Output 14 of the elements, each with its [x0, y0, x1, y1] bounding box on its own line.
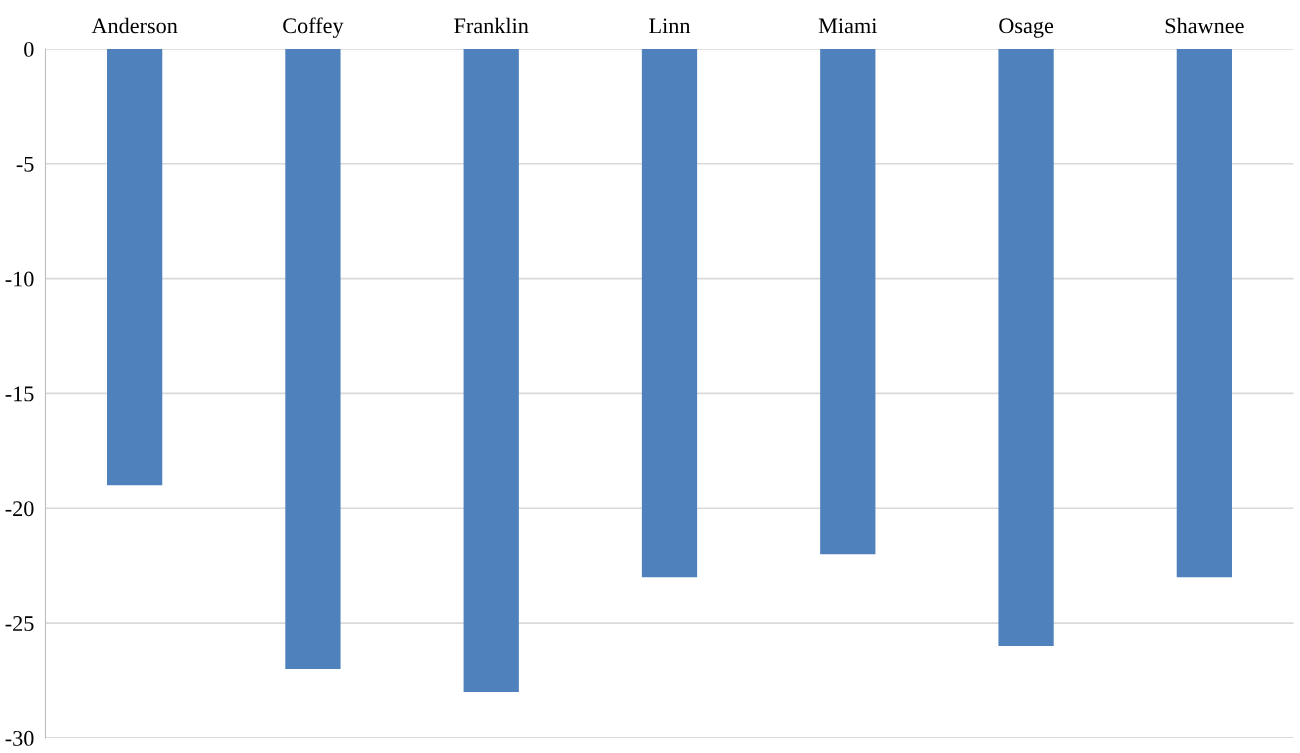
x-tick-label: Franklin: [454, 17, 529, 34]
x-tick-label: Miami: [818, 18, 877, 34]
y-tick-label: 0: [24, 41, 34, 57]
x-tick-label: Coffey: [283, 17, 344, 38]
y-tick-label: -30: [5, 730, 34, 746]
y-tick-label: -10: [5, 271, 34, 287]
y-tick-label: -25: [5, 616, 34, 632]
x-tick-label: Shawnee: [1165, 17, 1244, 34]
y-tick-label: -15: [5, 386, 34, 402]
x-tick-label: Anderson: [91, 17, 178, 34]
x-tick-label: Osage: [999, 18, 1054, 38]
y-tick-label: -20: [5, 501, 34, 517]
x-tick-label: Linn: [649, 18, 691, 34]
y-tick-label: -5: [16, 156, 34, 172]
